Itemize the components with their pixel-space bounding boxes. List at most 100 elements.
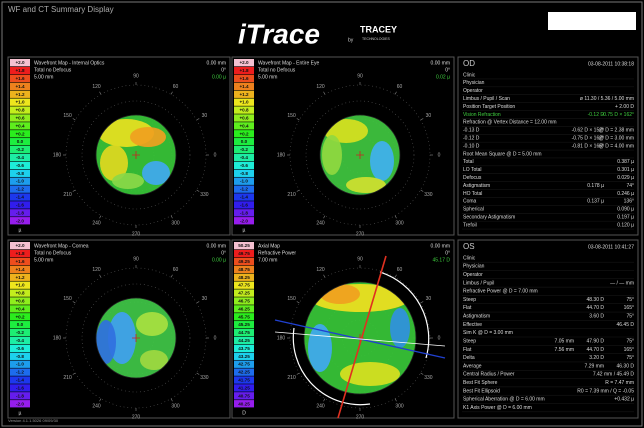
- dial-label: 150: [287, 296, 296, 302]
- scale-swatch: [10, 313, 30, 321]
- map-info: 0°: [445, 67, 450, 73]
- dial-tick: [323, 274, 326, 278]
- row-label: Steep: [463, 338, 476, 344]
- scale-label: -1.6: [16, 385, 24, 390]
- map-zone: 5.00 mm: [34, 74, 53, 80]
- dial-label: 210: [287, 192, 296, 198]
- dial-label: 300: [395, 404, 404, 410]
- dial-tick: [394, 274, 397, 278]
- row-label: Spherical: [463, 207, 484, 213]
- map-zone: 5.00 mm: [34, 257, 53, 263]
- map-info: 0.00 mm: [207, 60, 226, 66]
- map-region: [136, 312, 168, 336]
- scale-swatch: [10, 217, 30, 225]
- dial-label: 240: [316, 404, 325, 410]
- scale-label: -1.2: [240, 187, 248, 192]
- dial-tick: [323, 91, 326, 95]
- scale-label: -0.4: [16, 155, 24, 160]
- scale-swatch: [234, 273, 254, 281]
- scale-swatch: [10, 98, 30, 106]
- scale-unit: µ: [19, 410, 22, 416]
- row-label: Delta: [463, 355, 475, 361]
- scale-unit: µ: [19, 227, 22, 233]
- scale-swatch: [10, 59, 30, 67]
- map-region: [322, 135, 342, 175]
- row-value: 0.197 µ: [617, 215, 634, 221]
- dial-label: 30: [426, 113, 432, 119]
- dial-label: 180: [53, 335, 62, 341]
- scale-label: -1.8: [240, 210, 248, 215]
- row-value: 48.30 D: [586, 297, 604, 303]
- scale-swatch: [234, 114, 254, 122]
- scale-label: +0.6: [15, 116, 25, 121]
- row-value: 75°: [626, 338, 634, 344]
- scale-label: -0.2: [240, 147, 248, 152]
- map-info: 0.02 µ: [436, 74, 450, 80]
- row-label: Operator: [463, 88, 483, 94]
- scale-label: 44.25: [238, 338, 250, 343]
- map-title: Wavefront Map - Cornea: [34, 243, 89, 249]
- map-outline: [95, 114, 177, 196]
- scale-label: 40.75: [238, 393, 250, 398]
- scale-label: 0.0: [241, 139, 248, 144]
- color-map: [320, 115, 400, 195]
- scale-label: -1.0: [16, 362, 24, 367]
- info-panel: [457, 239, 639, 419]
- map-outline: [95, 297, 177, 379]
- scale-swatch: [10, 66, 30, 75]
- row-label: Average: [463, 363, 482, 369]
- scale-swatch: [10, 400, 30, 408]
- scale-swatch: [10, 297, 30, 305]
- row-value: 7.42 mm / 45.49 D: [593, 372, 635, 378]
- scale-swatch: [234, 169, 254, 177]
- dial-label: 60: [397, 267, 403, 273]
- scale-swatch: [10, 201, 30, 209]
- scale-swatch: [10, 368, 30, 376]
- map-region: [390, 308, 410, 348]
- scale-label: 44.75: [238, 330, 250, 335]
- map-title: Wavefront Map - Entire Eye: [258, 60, 319, 66]
- dial-label: 90: [133, 256, 139, 262]
- scale-swatch: [10, 130, 30, 138]
- scale-swatch: [234, 336, 254, 345]
- row-label: Sim K @ D = 3.00 mm: [463, 330, 513, 336]
- window-title: WF and CT Summary Display: [8, 5, 114, 14]
- map-region: [96, 320, 116, 364]
- scale-label: +2.0: [15, 243, 25, 248]
- dial-tick: [420, 118, 424, 121]
- dial-tick: [296, 372, 300, 375]
- row-value: 3.60 D: [589, 314, 604, 320]
- scale-label: +1.6: [15, 76, 25, 81]
- map-info: 0.00 mm: [207, 243, 226, 249]
- scale-label: -0.6: [16, 346, 24, 351]
- scale-swatch: [234, 305, 254, 313]
- map-region: [370, 141, 394, 181]
- dial-ring: [305, 100, 415, 210]
- scale-swatch: [234, 265, 254, 274]
- dial-tick: [170, 91, 173, 95]
- row-value: 165°: [624, 305, 634, 311]
- row-label: Astigmatism: [463, 183, 490, 189]
- scale-swatch: [234, 145, 254, 154]
- dial-label: 0: [214, 335, 217, 341]
- row-value: 75°: [626, 314, 634, 320]
- row-label: HO Total: [463, 191, 482, 197]
- dial-label: 330: [424, 192, 433, 198]
- scale-swatch: [234, 289, 254, 297]
- row-value: 136°: [624, 199, 634, 205]
- scale-swatch: [234, 384, 254, 392]
- dial-label: 180: [277, 335, 286, 341]
- map-outline: [303, 281, 417, 395]
- row-value: 3.20 D: [589, 355, 604, 361]
- map-subtitle: Refractive Power: [258, 250, 296, 256]
- scale-label: -0.8: [240, 171, 248, 176]
- dial-label: 60: [173, 84, 179, 90]
- scale-swatch: [234, 209, 254, 217]
- dial-label: 0: [214, 152, 217, 158]
- scale-label: +0.2: [15, 131, 25, 136]
- search-box[interactable]: [548, 12, 636, 30]
- dial-tick: [296, 189, 300, 192]
- scale-swatch: [10, 305, 30, 313]
- row-value: 165°: [624, 347, 634, 353]
- scale-swatch: [10, 122, 30, 130]
